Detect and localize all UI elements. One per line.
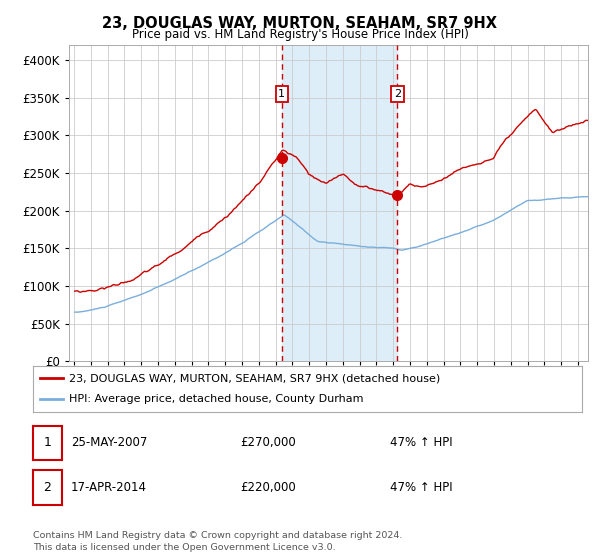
Text: 2: 2 <box>43 481 52 494</box>
Text: 2: 2 <box>394 89 401 99</box>
Text: Contains HM Land Registry data © Crown copyright and database right 2024.: Contains HM Land Registry data © Crown c… <box>33 531 403 540</box>
Text: Price paid vs. HM Land Registry's House Price Index (HPI): Price paid vs. HM Land Registry's House … <box>131 28 469 41</box>
Text: 47% ↑ HPI: 47% ↑ HPI <box>390 436 452 450</box>
Text: £220,000: £220,000 <box>240 481 296 494</box>
Text: 1: 1 <box>278 89 286 99</box>
Text: 1: 1 <box>43 436 52 450</box>
Text: 17-APR-2014: 17-APR-2014 <box>71 481 147 494</box>
Text: 23, DOUGLAS WAY, MURTON, SEAHAM, SR7 9HX (detached house): 23, DOUGLAS WAY, MURTON, SEAHAM, SR7 9HX… <box>68 373 440 383</box>
Text: 25-MAY-2007: 25-MAY-2007 <box>71 436 147 450</box>
Text: 47% ↑ HPI: 47% ↑ HPI <box>390 481 452 494</box>
Text: 23, DOUGLAS WAY, MURTON, SEAHAM, SR7 9HX: 23, DOUGLAS WAY, MURTON, SEAHAM, SR7 9HX <box>103 16 497 31</box>
Text: This data is licensed under the Open Government Licence v3.0.: This data is licensed under the Open Gov… <box>33 543 335 552</box>
Text: HPI: Average price, detached house, County Durham: HPI: Average price, detached house, Coun… <box>68 394 363 404</box>
Text: £270,000: £270,000 <box>240 436 296 450</box>
Bar <box>282 45 397 361</box>
